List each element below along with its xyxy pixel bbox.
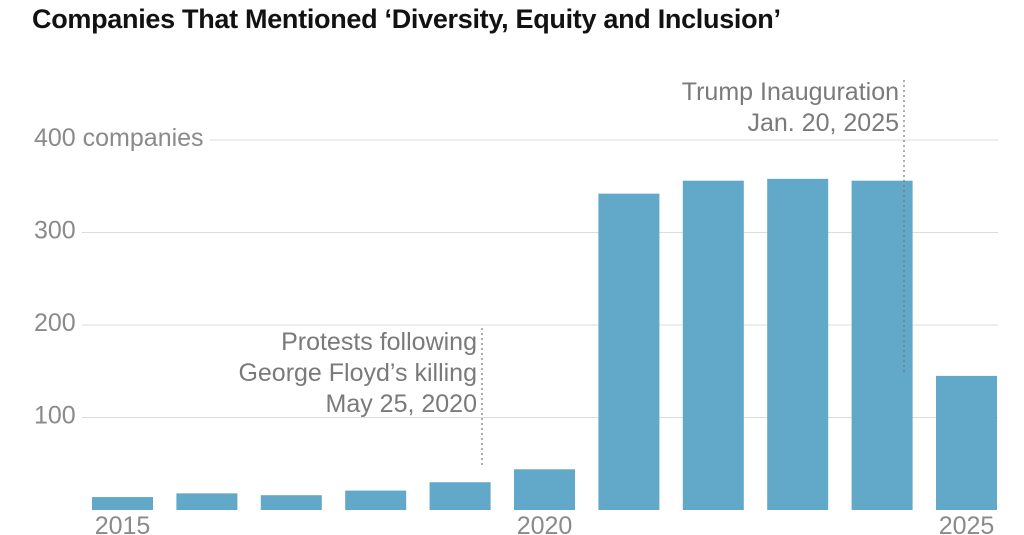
annotation-text: Protests following bbox=[281, 328, 477, 356]
bar-2023 bbox=[767, 178, 829, 510]
y-axis-labels: 100 200 300 400 companies bbox=[34, 124, 204, 430]
x-tick-label: 2015 bbox=[95, 512, 151, 535]
x-tick-label: 2020 bbox=[517, 512, 573, 535]
x-tick-label: 2025 bbox=[939, 512, 995, 535]
bar-2016 bbox=[176, 493, 238, 510]
chart-title: Companies That Mentioned ‘Diversity, Equ… bbox=[32, 4, 781, 34]
annotation-text: George Floyd’s killing bbox=[238, 359, 477, 387]
bar-2024 bbox=[851, 180, 913, 510]
y-tick-label: 100 bbox=[34, 402, 76, 430]
x-axis-labels: 2015 2020 2025 bbox=[95, 512, 995, 535]
y-tick-label: 400 companies bbox=[34, 124, 204, 152]
y-tick-label: 200 bbox=[34, 309, 76, 337]
bar-2018 bbox=[345, 490, 407, 510]
bar-2017 bbox=[260, 495, 322, 510]
gridlines bbox=[81, 139, 998, 418]
bar-2021 bbox=[598, 193, 660, 510]
annotation-text: Jan. 20, 2025 bbox=[747, 109, 899, 137]
bar-2020 bbox=[514, 469, 575, 510]
bar-2015 bbox=[92, 497, 153, 510]
bar-2025 bbox=[936, 375, 997, 510]
annotation-text: May 25, 2020 bbox=[326, 390, 478, 418]
annotation-text: Trump Inauguration bbox=[682, 78, 899, 106]
bar-2022 bbox=[682, 180, 744, 510]
annotations: Protests following George Floyd’s killing… bbox=[238, 78, 905, 468]
y-tick-label: 300 bbox=[34, 217, 76, 245]
bar-2019 bbox=[429, 482, 491, 510]
bars bbox=[92, 178, 997, 510]
